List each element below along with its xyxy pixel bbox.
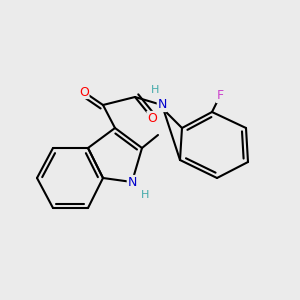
Text: H: H [141,190,149,200]
Text: N: N [157,98,167,112]
Text: O: O [79,85,89,98]
Text: N: N [127,176,137,188]
Text: F: F [216,89,224,103]
Text: O: O [147,112,157,124]
Text: H: H [151,85,159,95]
